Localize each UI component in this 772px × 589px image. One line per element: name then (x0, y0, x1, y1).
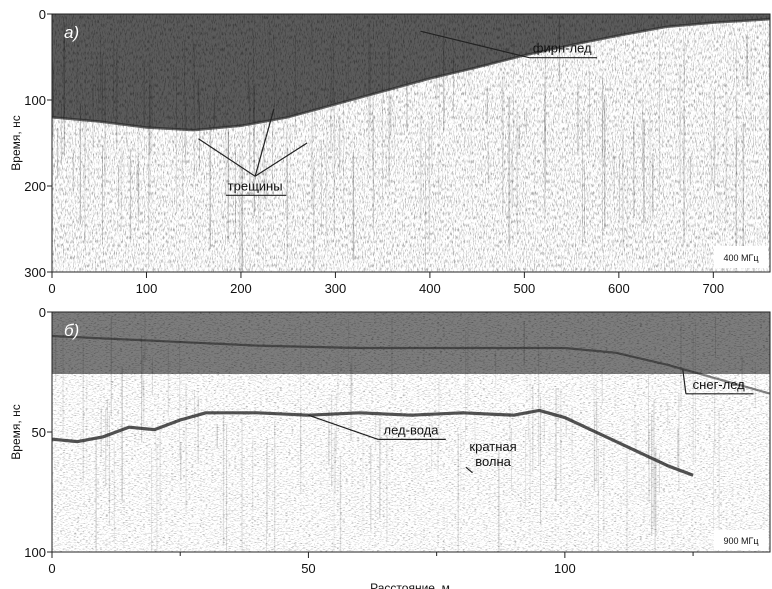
y-tick-label: 300 (24, 265, 46, 280)
annotation-leader (198, 138, 256, 177)
panel-a-label: а) (64, 23, 79, 42)
panel-a-axes: 0 100 200 300 400 500 600 700 0 100 200 300 (24, 7, 724, 296)
interface-firn-ice (52, 17, 770, 132)
x-tick-label: 50 (301, 561, 315, 576)
annotation-label: лед-вода (384, 422, 440, 437)
annotation-label: волна (475, 454, 511, 469)
interface-snow-ice (52, 334, 770, 395)
annotation-leader (465, 466, 473, 474)
panel-a-noise (52, 14, 770, 272)
annotation-label: трещины (228, 178, 283, 193)
y-axis-title-a: Время, нс (9, 115, 23, 170)
y-tick-label: 0 (39, 305, 46, 320)
panel-a-traces (52, 16, 752, 272)
panel-b: б) 900 МГц лед-водакратнаяволнаснег-лед … (9, 305, 771, 589)
y-tick-label: 100 (24, 93, 46, 108)
x-tick-label: 200 (230, 281, 252, 296)
y-tick-label: 0 (39, 7, 46, 22)
x-tick-label: 700 (702, 281, 724, 296)
annotation-label: кратная (469, 439, 516, 454)
panel-b-label: б) (64, 321, 79, 340)
panel-a: а) 400 МГц фирн-лед трещины 0 100 200 300 400… (9, 7, 771, 296)
x-tick-label: 500 (514, 281, 536, 296)
annotation-leader (420, 30, 530, 59)
annotation-leader (254, 142, 308, 177)
annotation-label: снег-лед (693, 377, 746, 392)
frequency-label-b: 900 МГц (723, 536, 758, 546)
x-tick-label: 0 (48, 561, 55, 576)
annotation-leader (682, 369, 687, 394)
panel-b-layers (52, 334, 770, 477)
panel-a-annotations: фирн-лед трещины (198, 30, 597, 196)
x-tick-label: 100 (554, 561, 576, 576)
annotation-leader (254, 108, 275, 177)
frequency-badge-a (714, 246, 768, 268)
x-tick-label: 100 (136, 281, 158, 296)
frequency-label-a: 400 МГц (723, 253, 758, 263)
y-tick-label: 100 (24, 545, 46, 560)
panel-b-noise (52, 312, 770, 552)
y-axis-title-b: Время, нс (9, 404, 23, 459)
interface-ice-water (52, 408, 694, 477)
annotation-label: фирн-лед (533, 41, 592, 56)
y-tick-label: 200 (24, 179, 46, 194)
panel-b-traces (52, 314, 756, 552)
annotation-leader (308, 414, 379, 440)
frequency-badge-b (714, 530, 768, 550)
x-tick-label: 400 (419, 281, 441, 296)
x-tick-label: 300 (325, 281, 347, 296)
x-tick-label: 600 (608, 281, 630, 296)
y-tick-label: 50 (32, 425, 46, 440)
x-tick-label: 0 (48, 281, 55, 296)
x-axis-title-b: Расстояние, м (370, 581, 450, 589)
